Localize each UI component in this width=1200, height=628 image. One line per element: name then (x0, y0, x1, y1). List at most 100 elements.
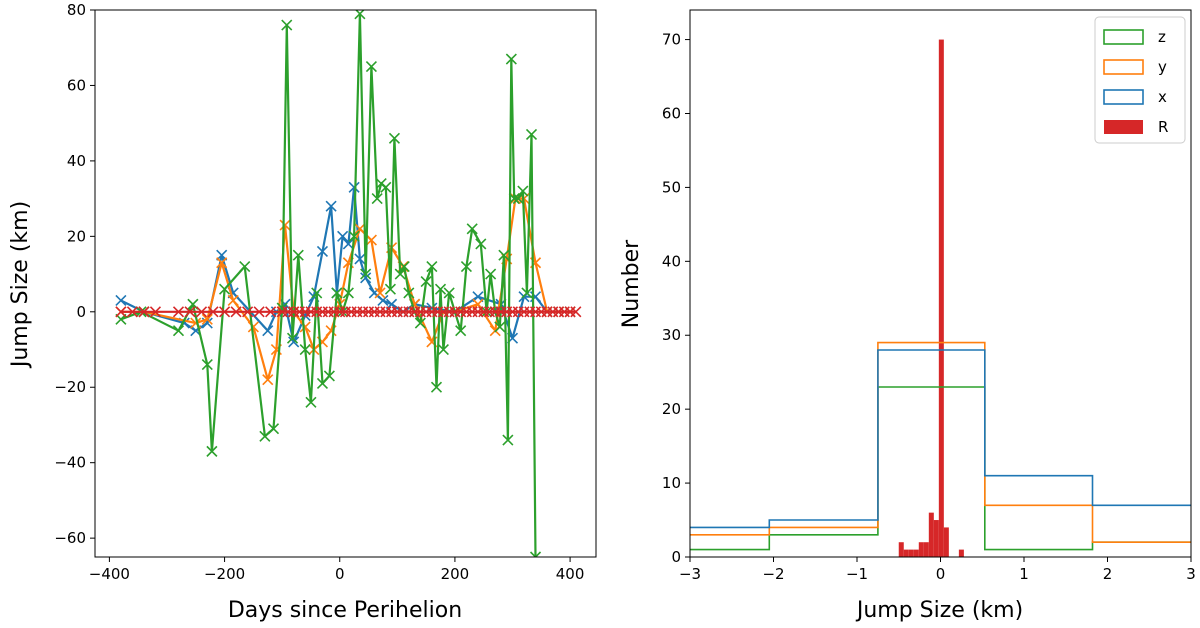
point-z (286, 332, 299, 344)
right-x-tick-label: 1 (1019, 565, 1029, 583)
point-z (420, 276, 432, 288)
bar-R (923, 542, 929, 557)
right-y-tick-label: 30 (662, 326, 681, 344)
left-x-tick-label: 200 (441, 565, 470, 583)
left-x-tick-label: −200 (204, 565, 245, 583)
point-z (485, 268, 497, 280)
point-R (172, 306, 185, 318)
right-x-axis-label: Jump Size (km) (855, 598, 1023, 623)
point-z (360, 268, 372, 280)
legend-label-R: R (1158, 118, 1168, 136)
legend-label-z: z (1158, 28, 1166, 46)
legend-swatch-z (1103, 29, 1144, 45)
right-x-tick-label: −2 (762, 565, 784, 583)
point-R (253, 306, 265, 318)
legend-item-R: R (1104, 118, 1168, 136)
left-x-tick-label: 400 (556, 565, 585, 583)
left-y-tick-label: 80 (67, 1, 86, 19)
point-R (230, 306, 242, 318)
point-R (126, 306, 138, 318)
point-y (374, 287, 386, 299)
point-y (354, 223, 366, 235)
right-x-tick-label: 2 (1103, 565, 1113, 583)
point-y (201, 313, 213, 325)
point-z (414, 317, 426, 329)
bar-R (933, 520, 939, 557)
point-x (316, 245, 329, 257)
right-x-tick-label: 3 (1186, 565, 1196, 583)
point-z (434, 283, 447, 295)
point-z (388, 132, 401, 144)
right-x-tick-label: 0 (936, 565, 946, 583)
point-R (219, 306, 231, 318)
point-z (323, 370, 335, 382)
right-y-tick-label: 50 (662, 178, 681, 196)
point-R (195, 306, 208, 318)
right-y-axis-label: Number (619, 239, 644, 328)
left-y-axis-label: Jump Size (km) (8, 201, 33, 369)
point-R (242, 306, 254, 318)
step-x (690, 349, 1191, 529)
bar-R (908, 549, 914, 557)
point-R (149, 306, 162, 318)
series-line-z (120, 12, 537, 557)
point-z (371, 193, 383, 205)
point-z (517, 185, 529, 197)
point-z (239, 260, 251, 273)
left-x-tick-label: 0 (335, 565, 345, 583)
left-y-tick-label: 60 (67, 76, 86, 94)
point-z (267, 423, 280, 435)
bar-R (903, 549, 909, 557)
legend-item-y: y (1103, 58, 1167, 76)
left-x-tick-label: −400 (89, 565, 130, 583)
point-y (247, 321, 259, 333)
point-y (365, 234, 377, 246)
point-z (201, 359, 213, 371)
point-y (279, 219, 291, 231)
point-z (437, 343, 449, 356)
point-R (570, 306, 582, 318)
point-R (265, 306, 277, 318)
point-z (443, 287, 455, 299)
right-y-tick-label: 0 (671, 548, 681, 566)
right-y-tick-label: 20 (662, 400, 681, 418)
point-z (455, 325, 467, 337)
right-series-layer (690, 39, 1191, 557)
point-y (262, 374, 274, 386)
point-z (398, 260, 410, 273)
legend-item-x: x (1103, 88, 1167, 106)
bar-R (928, 512, 934, 557)
legend-label-y: y (1158, 58, 1167, 76)
point-x (325, 200, 337, 212)
point-R (184, 306, 196, 318)
point-z (172, 325, 185, 337)
point-z (219, 283, 231, 295)
point-R (207, 306, 219, 318)
bar-R (958, 549, 964, 557)
point-x (288, 336, 300, 348)
point-z (299, 343, 311, 356)
right-x-tick-label: −1 (846, 565, 868, 583)
point-z (505, 53, 517, 65)
step-z (690, 386, 1191, 551)
point-z (426, 260, 438, 273)
left-axes-frame (94, 9, 597, 558)
point-R (115, 306, 127, 318)
left-x-axis-label: Days since Perihelion (228, 598, 462, 623)
point-y (299, 321, 311, 333)
bar-R (943, 527, 949, 557)
series-R (115, 306, 582, 318)
legend-swatch-y (1103, 59, 1144, 75)
point-z (494, 321, 506, 333)
left-y-tick-label: 20 (67, 227, 86, 245)
point-z (498, 249, 510, 261)
left-y-tick-label: −60 (54, 529, 86, 547)
left-series-layer (115, 10, 582, 557)
right-y-tick-label: 70 (662, 31, 681, 49)
left-y-tick-label: −20 (54, 378, 86, 396)
legend-box (1094, 16, 1186, 144)
point-z (394, 268, 406, 280)
point-z (206, 445, 218, 457)
